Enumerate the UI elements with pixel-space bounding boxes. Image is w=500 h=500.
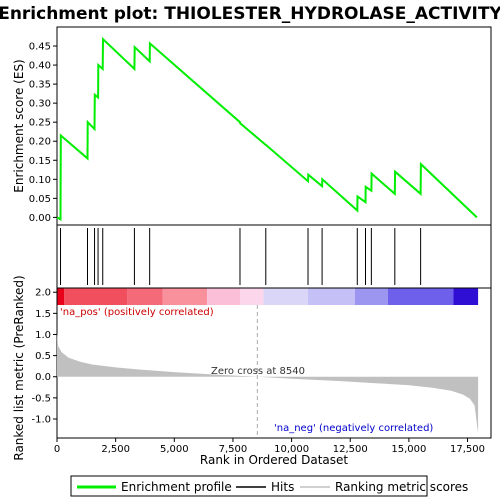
- x-tick-label: 15,000: [391, 444, 426, 455]
- metric-y-tick-label: 0.5: [35, 351, 51, 362]
- color-bar-segment: [162, 288, 208, 305]
- es-y-ticks: 0.00 0.05 0.10 0.15 0.20 0.25 0.30 0.35 0.40 0.45: [29, 42, 57, 224]
- x-tick-label: 7,500: [219, 444, 248, 455]
- x-tick-label: 5,000: [160, 444, 189, 455]
- color-bar-segment: [239, 288, 264, 305]
- color-bar-segment: [263, 288, 309, 305]
- ranking-color-bar: [57, 288, 479, 305]
- enrichment-profile-line: [56, 36, 478, 221]
- color-bar-segment: [64, 288, 128, 305]
- es-y-tick-label: 0.10: [29, 175, 51, 186]
- color-bar-segment: [207, 288, 240, 305]
- es-y-tick-label: 0.15: [29, 156, 51, 167]
- color-bar-segment: [308, 288, 355, 305]
- hits-ticks: [60, 228, 422, 285]
- es-y-tick-label: 0.40: [29, 61, 51, 72]
- metric-y-tick-label: -0.5: [31, 393, 51, 404]
- legend-hits-label: Hits: [271, 480, 294, 494]
- metric-y-tick-label: 2.0: [35, 288, 51, 299]
- metric-y-ticks: 2.0 1.5 1.0 0.5 0.0 -0.5 -1.0: [31, 288, 57, 425]
- es-y-tick-label: 0.00: [29, 213, 51, 224]
- hits-panel-frame: [56, 224, 492, 289]
- legend: Enrichment profile Hits Ranking metric s…: [70, 475, 468, 497]
- color-bar-segment: [387, 288, 454, 305]
- neg-correlated-label: 'na_neg' (negatively correlated): [274, 423, 433, 434]
- metric-y-axis-label: Ranked list metric (PreRanked): [12, 275, 26, 460]
- es-y-tick-label: 0.25: [29, 118, 51, 129]
- metric-y-tick-label: -1.0: [31, 414, 51, 425]
- es-y-tick-label: 0.30: [29, 99, 51, 110]
- x-tick-label: 10,000: [274, 444, 309, 455]
- metric-y-tick-label: 0.0: [35, 372, 51, 383]
- legend-box: [70, 475, 428, 497]
- es-y-tick-label: 0.45: [29, 42, 51, 53]
- x-tick-label: 2,500: [101, 444, 130, 455]
- color-bar-segment: [127, 288, 163, 305]
- legend-profile-label: Enrichment profile: [121, 480, 232, 494]
- color-bar-segment: [453, 288, 479, 305]
- zero-cross-label: Zero cross at 8540: [211, 366, 305, 377]
- legend-metric-label: Ranking metric scores: [335, 480, 468, 494]
- pos-correlated-label: 'na_pos' (positively correlated): [60, 307, 214, 318]
- es-y-tick-label: 0.20: [29, 137, 51, 148]
- x-ticks: 0 2,500 5,000 7,500 10,000 12,500 15,000 17,500: [54, 438, 485, 455]
- x-tick-label: 0: [54, 444, 60, 455]
- ranking-metric-area: [57, 332, 479, 434]
- x-tick-label: 12,500: [333, 444, 368, 455]
- es-y-tick-label: 0.05: [29, 194, 51, 205]
- es-y-tick-label: 0.35: [29, 80, 51, 91]
- color-bar-segment: [354, 288, 388, 305]
- metric-y-tick-label: 1.0: [35, 330, 51, 341]
- metric-y-tick-label: 1.5: [35, 309, 51, 320]
- es-y-axis-label: Enrichment score (ES): [12, 59, 26, 192]
- color-bar-segment: [57, 288, 65, 305]
- x-tick-label: 17,500: [450, 444, 485, 455]
- chart-title: Enrichment plot: THIOLESTER_HYDROLASE_AC…: [0, 4, 500, 24]
- x-axis-label: Rank in Ordered Dataset: [200, 453, 348, 467]
